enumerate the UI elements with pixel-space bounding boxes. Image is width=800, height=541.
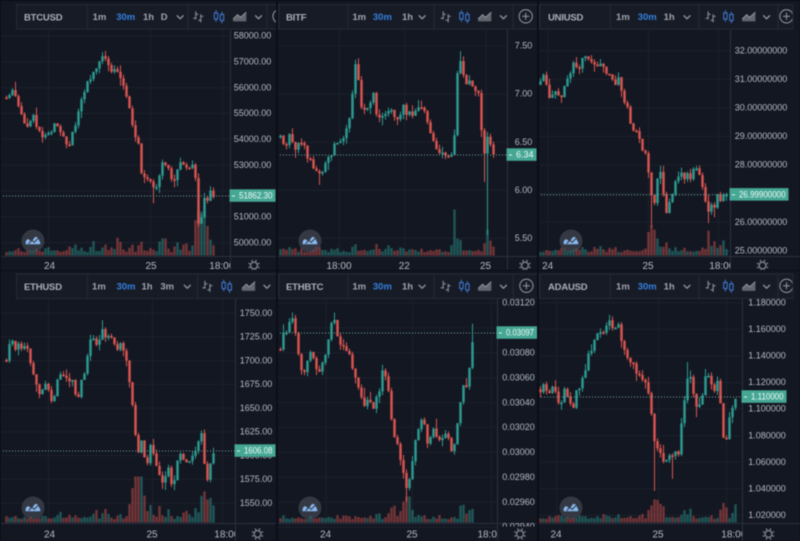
svg-text:25: 25 <box>652 530 664 541</box>
svg-text:18:00: 18:00 <box>477 530 502 541</box>
svg-text:24: 24 <box>320 530 332 541</box>
svg-text:1h: 1h <box>664 12 675 23</box>
svg-text:29.00000000: 29.00000000 <box>735 131 788 141</box>
svg-text:55000.00: 55000.00 <box>234 108 272 118</box>
svg-text:24: 24 <box>44 530 56 541</box>
svg-text:30m: 30m <box>373 12 392 23</box>
svg-text:1.120000: 1.120000 <box>748 377 786 387</box>
svg-text:25: 25 <box>145 261 157 271</box>
svg-text:18:00: 18:00 <box>214 530 239 541</box>
svg-text:57000.00: 57000.00 <box>234 57 272 67</box>
svg-text:7.00: 7.00 <box>515 89 533 99</box>
svg-text:1.140000: 1.140000 <box>748 351 786 361</box>
svg-text:1675.00: 1675.00 <box>240 379 273 389</box>
svg-text:3m: 3m <box>160 282 174 293</box>
svg-text:58000.00: 58000.00 <box>234 31 272 41</box>
svg-text:53000.00: 53000.00 <box>234 160 272 170</box>
svg-text:6.34: 6.34 <box>516 150 534 160</box>
svg-text:26.99900000: 26.99900000 <box>739 190 786 200</box>
svg-text:1606.08: 1606.08 <box>244 446 273 456</box>
svg-text:1h: 1h <box>402 282 413 293</box>
svg-text:30m: 30m <box>116 282 135 293</box>
svg-text:30m: 30m <box>638 12 657 23</box>
svg-text:1h: 1h <box>402 12 413 23</box>
svg-text:1650.00: 1650.00 <box>240 403 273 413</box>
svg-text:31.00000000: 31.00000000 <box>735 74 788 84</box>
svg-text:BITF: BITF <box>286 12 307 23</box>
svg-text:0.02960: 0.02960 <box>502 497 535 507</box>
svg-text:1m: 1m <box>352 282 366 293</box>
svg-text:30m: 30m <box>116 12 135 23</box>
svg-text:30m: 30m <box>373 282 392 293</box>
svg-text:28.00000000: 28.00000000 <box>735 160 788 170</box>
svg-text:7.50: 7.50 <box>515 41 533 51</box>
svg-text:25: 25 <box>642 261 654 271</box>
svg-text:1625.00: 1625.00 <box>240 427 273 437</box>
svg-text:0.02980: 0.02980 <box>502 472 535 482</box>
svg-text:1.020000: 1.020000 <box>748 510 786 520</box>
svg-text:0.03060: 0.03060 <box>502 372 535 382</box>
svg-text:1h: 1h <box>143 12 154 23</box>
svg-text:1m: 1m <box>616 12 630 23</box>
svg-text:1m: 1m <box>616 282 630 293</box>
svg-text:24: 24 <box>550 530 562 541</box>
svg-text:0.03000: 0.03000 <box>502 447 535 457</box>
svg-text:0.03040: 0.03040 <box>502 397 535 407</box>
svg-text:6.50: 6.50 <box>515 137 533 147</box>
svg-text:ETHBTC: ETHBTC <box>286 282 324 293</box>
svg-text:UNIUSD: UNIUSD <box>548 12 584 23</box>
svg-text:1m: 1m <box>93 12 107 23</box>
svg-text:0.03020: 0.03020 <box>502 422 535 432</box>
svg-text:1.080000: 1.080000 <box>748 430 786 440</box>
svg-text:1.100000: 1.100000 <box>748 404 786 414</box>
svg-text:1h: 1h <box>141 282 152 293</box>
svg-text:18:00: 18:00 <box>709 261 734 271</box>
svg-text:32.00000000: 32.00000000 <box>735 46 788 56</box>
svg-text:1575.00: 1575.00 <box>240 474 273 484</box>
svg-text:0.03097: 0.03097 <box>506 328 534 338</box>
svg-text:30m: 30m <box>638 282 657 293</box>
svg-text:18:00: 18:00 <box>326 261 351 271</box>
svg-text:54000.00: 54000.00 <box>234 134 272 144</box>
svg-text:51000.00: 51000.00 <box>234 212 272 222</box>
svg-text:1.110000: 1.110000 <box>751 392 784 402</box>
svg-text:BTCUSD: BTCUSD <box>24 12 63 23</box>
svg-text:24: 24 <box>44 261 56 271</box>
svg-text:22: 22 <box>399 261 411 271</box>
svg-text:6.00: 6.00 <box>515 185 533 195</box>
svg-text:1m: 1m <box>352 12 366 23</box>
svg-text:1750.00: 1750.00 <box>240 308 273 318</box>
svg-text:0.03120: 0.03120 <box>502 298 535 308</box>
svg-text:ADAUSD: ADAUSD <box>548 282 588 293</box>
svg-text:1.040000: 1.040000 <box>748 483 786 493</box>
svg-text:1m: 1m <box>92 282 106 293</box>
svg-text:50000.00: 50000.00 <box>234 237 272 247</box>
svg-text:D: D <box>161 12 168 23</box>
svg-text:1.060000: 1.060000 <box>748 457 786 467</box>
svg-text:18:00: 18:00 <box>209 261 234 271</box>
svg-text:18:00: 18:00 <box>721 530 746 541</box>
svg-text:0.03080: 0.03080 <box>502 348 535 358</box>
svg-text:ETHUSD: ETHUSD <box>24 282 62 293</box>
svg-text:1700.00: 1700.00 <box>240 355 273 365</box>
svg-text:25: 25 <box>480 261 492 271</box>
svg-text:24: 24 <box>542 261 554 271</box>
svg-text:1550.00: 1550.00 <box>240 498 273 508</box>
svg-text:26.00000000: 26.00000000 <box>735 217 788 227</box>
svg-text:30.00000000: 30.00000000 <box>735 103 788 113</box>
svg-text:1.180000: 1.180000 <box>748 298 786 308</box>
svg-text:25: 25 <box>146 530 158 541</box>
svg-text:1.160000: 1.160000 <box>748 324 786 334</box>
svg-text:51862.30: 51862.30 <box>239 191 273 201</box>
svg-text:1h: 1h <box>664 282 675 293</box>
svg-text:25.00000000: 25.00000000 <box>735 245 788 255</box>
svg-text:25: 25 <box>406 530 418 541</box>
svg-text:0.02940: 0.02940 <box>502 522 535 532</box>
svg-text:1725.00: 1725.00 <box>240 332 273 342</box>
svg-text:56000.00: 56000.00 <box>234 82 272 92</box>
svg-text:5.50: 5.50 <box>515 233 533 243</box>
